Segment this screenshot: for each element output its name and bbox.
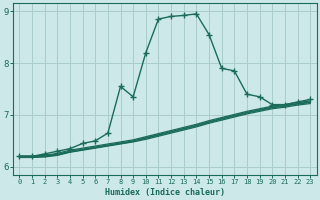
X-axis label: Humidex (Indice chaleur): Humidex (Indice chaleur) <box>105 188 225 197</box>
